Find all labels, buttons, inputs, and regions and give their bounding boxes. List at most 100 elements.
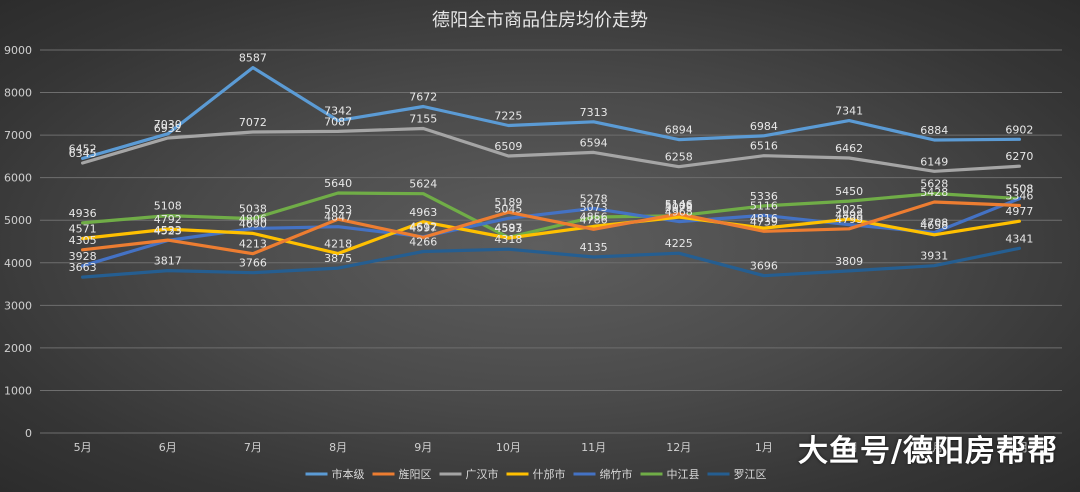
data-label: 4597: [409, 221, 437, 234]
data-label: 4597: [494, 221, 522, 234]
data-label: 6894: [665, 124, 693, 137]
data-label: 4786: [580, 213, 608, 226]
legend-item: 什邡市: [506, 467, 566, 481]
data-label: 4571: [69, 222, 97, 235]
legend-label: 什邡市: [533, 467, 566, 481]
x-tick-label: 1月: [755, 441, 773, 454]
data-label: 6932: [154, 122, 182, 135]
data-label: 5508: [1005, 183, 1033, 196]
watermark-text: 大鱼号/德阳房帮帮: [798, 434, 1058, 469]
data-label: 4690: [239, 217, 267, 230]
data-label: 5508: [1005, 183, 1033, 196]
data-label: 5073: [580, 201, 608, 214]
data-label: 4847: [324, 211, 352, 224]
legend-item: 罗江区: [707, 468, 767, 481]
y-tick-label: 9000: [4, 44, 32, 57]
data-label: 4305: [69, 234, 97, 247]
series-lines: [80, 65, 1022, 279]
y-tick-label: 6000: [4, 172, 32, 185]
x-tick-label: 9月: [414, 441, 432, 454]
data-label: 5624: [409, 178, 437, 191]
data-label: 5023: [324, 203, 352, 216]
data-label: 6345: [69, 147, 97, 160]
x-tick-label: 5月: [74, 441, 92, 454]
data-label: 4816: [750, 212, 778, 225]
series-line-1: [80, 65, 1022, 160]
data-labels: 6452 7030 8587 7342 7672 7225 7313 6894 6984 7341…: [69, 52, 1034, 275]
data-label: 7087: [324, 115, 352, 128]
data-label: 4792: [154, 213, 182, 226]
data-label: 4708: [920, 217, 948, 230]
data-label: 5450: [835, 185, 863, 198]
y-tick-label: 4000: [4, 257, 32, 270]
data-label: 3817: [154, 255, 182, 268]
data-label: 3931: [920, 250, 948, 263]
legend-item: 广汉市: [439, 467, 499, 481]
legend-label: 市本级: [332, 467, 365, 481]
data-label: 6516: [750, 140, 778, 153]
data-label: 3875: [324, 252, 352, 265]
data-label: 6902: [1005, 123, 1033, 136]
data-label: 4936: [69, 207, 97, 220]
data-label: 4225: [665, 237, 693, 250]
data-label: 7341: [835, 105, 863, 118]
data-label: 6149: [920, 155, 948, 168]
data-label: 6452: [69, 142, 97, 155]
legend-item: 市本级: [305, 467, 365, 481]
data-label: 4977: [1005, 205, 1033, 218]
data-label: 3928: [69, 250, 97, 263]
data-label: 3696: [750, 260, 778, 273]
data-label: 6509: [494, 140, 522, 153]
y-tick-label: 5000: [4, 214, 32, 227]
data-label: 4739: [750, 215, 778, 228]
data-label: 4523: [154, 225, 182, 238]
data-label: 4318: [494, 233, 522, 246]
legend-label: 罗江区: [734, 468, 767, 481]
chart-title: 德阳全市商品住房均价走势: [432, 10, 648, 31]
series-line-7: [80, 246, 1022, 279]
legend-item: 旌阳区: [372, 467, 432, 481]
legend-item: 绵竹市: [573, 467, 633, 481]
data-label: 5108: [154, 200, 182, 213]
data-label: 7030: [154, 118, 182, 131]
data-label: 4658: [920, 219, 948, 232]
data-label: 4135: [580, 241, 608, 254]
data-label: 4266: [409, 235, 437, 248]
data-label: 4218: [324, 238, 352, 251]
y-tick-label: 2000: [4, 342, 32, 355]
data-label: 5640: [324, 177, 352, 190]
x-tick-label: 2月: [840, 441, 858, 454]
x-tick-label: 10月: [496, 441, 521, 454]
data-label: 3663: [69, 261, 97, 274]
data-label: 4963: [409, 206, 437, 219]
data-label: 6884: [920, 124, 948, 137]
y-tick-label: 1000: [4, 384, 32, 397]
data-label: 4799: [835, 213, 863, 226]
x-tick-label: 3月: [925, 441, 943, 454]
data-label: 4213: [239, 238, 267, 251]
data-label: 4968: [665, 206, 693, 219]
data-label: 7225: [494, 110, 522, 123]
x-tick-label: 7月: [244, 441, 262, 454]
data-label: 7155: [409, 113, 437, 126]
data-label: 5025: [835, 203, 863, 216]
data-label: 4856: [580, 210, 608, 223]
y-axis-ticks: 0 1000 2000 3000 4000 5000 6000 7000 8000 9000: [4, 44, 32, 440]
y-tick-label: 3000: [4, 299, 32, 312]
data-label: 6462: [835, 142, 863, 155]
legend-item: 中江县: [640, 468, 700, 481]
data-label: 4806: [239, 212, 267, 225]
data-label: 4612: [409, 221, 437, 234]
y-tick-label: 7000: [4, 129, 32, 142]
x-axis-ticks: 5月 6月 7月 8月 9月 10月 11月 12月 1月 2月 3月 4月: [74, 441, 1029, 454]
data-label: 5278: [580, 192, 608, 205]
data-label: 5336: [750, 190, 778, 203]
gridlines: [40, 49, 1062, 434]
data-label: 7072: [239, 116, 267, 129]
data-label: 7313: [580, 106, 608, 119]
data-label: 8587: [239, 52, 267, 65]
data-label: 5346: [1005, 189, 1033, 202]
data-label: 3809: [835, 255, 863, 268]
data-label: 6984: [750, 120, 778, 133]
